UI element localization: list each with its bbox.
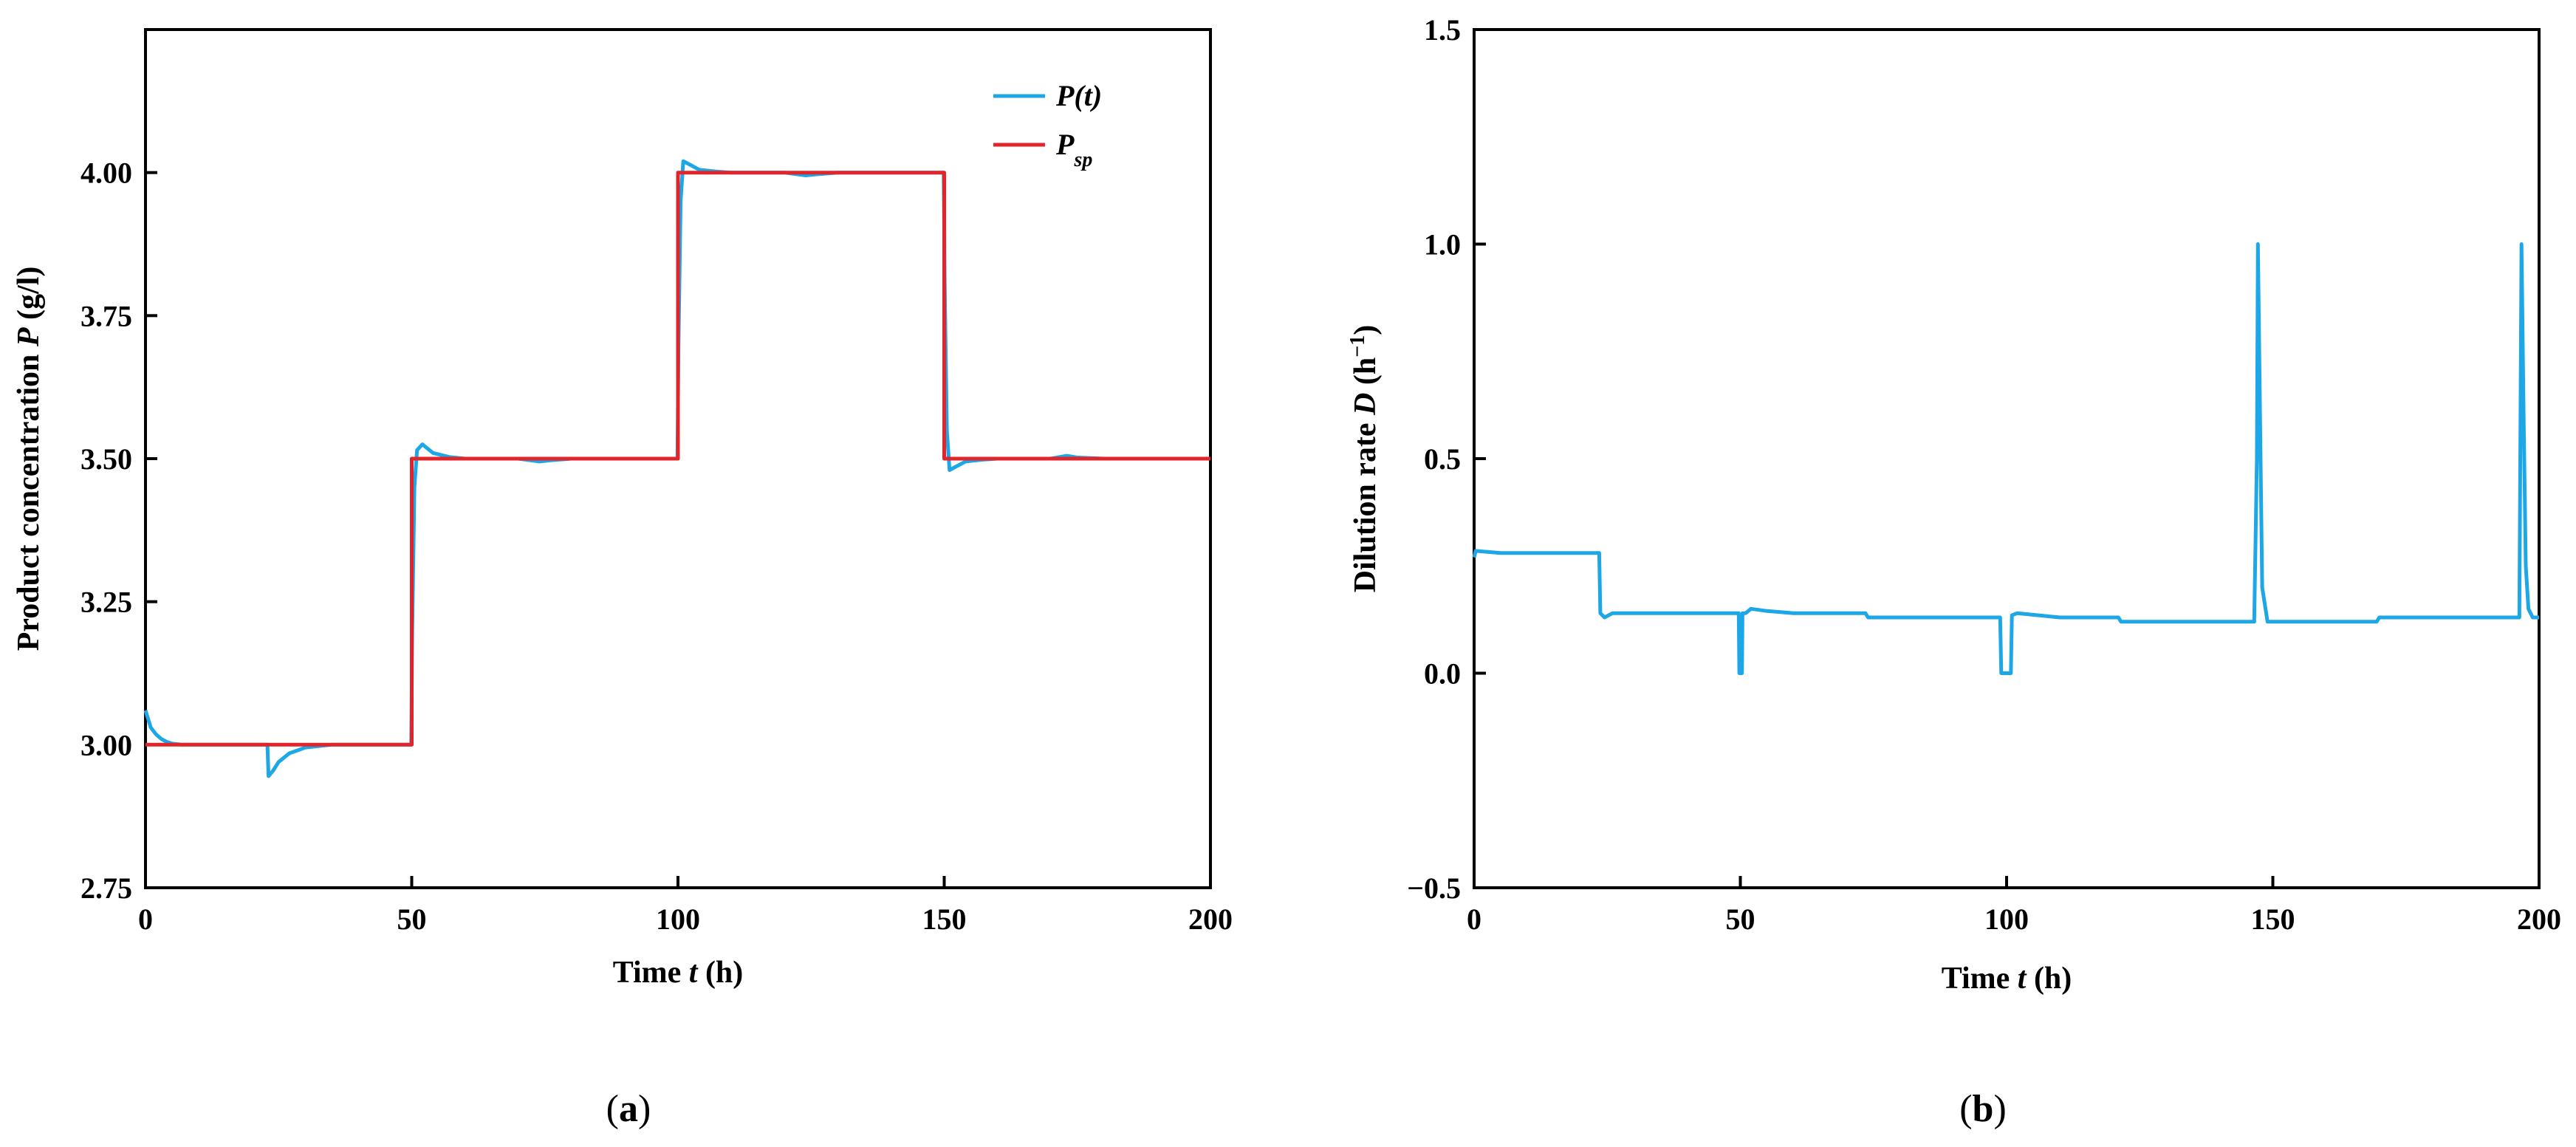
y-axis-label-a: Product concentration P (g/l) [12, 267, 46, 651]
x-ticks-a: 0 50 100 150 200 [138, 876, 1233, 936]
y-tick-label: 0.0 [1424, 657, 1461, 691]
x-ticks-b: 0 50 100 150 200 [1467, 876, 2561, 936]
y-tick-label: −0.5 [1407, 872, 1461, 905]
plot-frame-b [1473, 28, 2541, 889]
series-lines-a [143, 159, 1210, 778]
y-tick-label: 3.25 [80, 586, 132, 619]
panel-label-a: (a) [606, 1088, 651, 1130]
y-axis-label-b: Dilution rate D (h−1) [1346, 325, 1383, 592]
x-tick-label: 100 [656, 903, 700, 936]
y-tick-label: 3.50 [80, 442, 132, 476]
y-tick-label: 1.0 [1424, 228, 1461, 261]
y-tick-label: 0.5 [1424, 442, 1461, 476]
x-tick-label: 150 [2251, 903, 2295, 936]
legend-label-pt: P(t) [1055, 79, 1102, 112]
y-ticks-a: 2.75 3.00 3.25 3.50 3.75 4.00 [80, 157, 157, 905]
series-line-a-2 [145, 171, 1210, 747]
panel-label-b: (b) [1959, 1088, 2007, 1130]
y-tick-label: 1.5 [1424, 13, 1461, 47]
x-tick-label: 200 [1188, 903, 1233, 936]
x-tick-label: 100 [1984, 903, 2029, 936]
legend-a: P(t) Psp [993, 79, 1102, 171]
legend-label-psp: Psp [1055, 128, 1092, 171]
y-tick-label: 4.00 [80, 157, 132, 190]
x-tick-label: 50 [1726, 903, 1755, 936]
x-axis-label-a: Time t (h) [613, 956, 744, 990]
x-tick-label: 50 [397, 903, 427, 936]
y-tick-label: 3.75 [80, 299, 132, 332]
y-ticks-b: −0.5 0.0 0.5 1.0 1.5 [1407, 13, 1486, 905]
x-tick-label: 0 [1467, 903, 1481, 936]
chart-panel-b: 0 50 100 150 200 −0.5 0.0 0.5 1.0 1.5 Time t (h)… [1346, 13, 2562, 1130]
y-tick-label: 3.00 [80, 728, 132, 761]
x-tick-label: 200 [2517, 903, 2561, 936]
chart-panel-a: 0 50 100 150 200 2.75 3.00 3.25 3.50 3.75 4.00 P(… [12, 28, 1233, 1130]
x-tick-label: 150 [922, 903, 967, 936]
y-tick-label: 2.75 [80, 872, 132, 905]
series-line-b-1 [1472, 242, 2539, 675]
x-axis-label-b: Time t (h) [1942, 962, 2072, 996]
series-lines-b [1472, 242, 2539, 675]
x-tick-label: 0 [138, 903, 153, 936]
